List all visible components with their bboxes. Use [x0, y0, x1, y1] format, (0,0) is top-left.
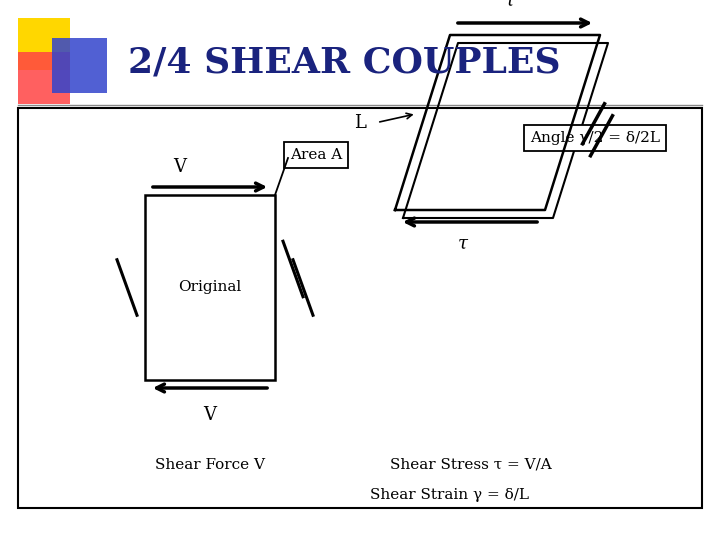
Bar — [145, 195, 275, 380]
Text: Original: Original — [179, 280, 242, 294]
Bar — [18, 18, 70, 70]
Bar — [18, 52, 70, 104]
Text: 2/4 SHEAR COUPLES: 2/4 SHEAR COUPLES — [128, 45, 560, 79]
Text: Shear Stress τ = V/A: Shear Stress τ = V/A — [390, 458, 552, 472]
Text: τ: τ — [505, 0, 515, 10]
Text: τ: τ — [457, 235, 467, 253]
Bar — [18, 108, 702, 508]
Text: Shear Strain γ = δ/L: Shear Strain γ = δ/L — [370, 488, 529, 502]
Text: V: V — [204, 406, 217, 424]
Text: L: L — [354, 113, 366, 132]
Bar — [52, 38, 107, 93]
Text: Angle γ/2 = δ/2L: Angle γ/2 = δ/2L — [530, 131, 660, 145]
Text: V: V — [174, 158, 186, 176]
Text: Area A: Area A — [290, 148, 342, 162]
Text: Shear Force V: Shear Force V — [155, 458, 265, 472]
